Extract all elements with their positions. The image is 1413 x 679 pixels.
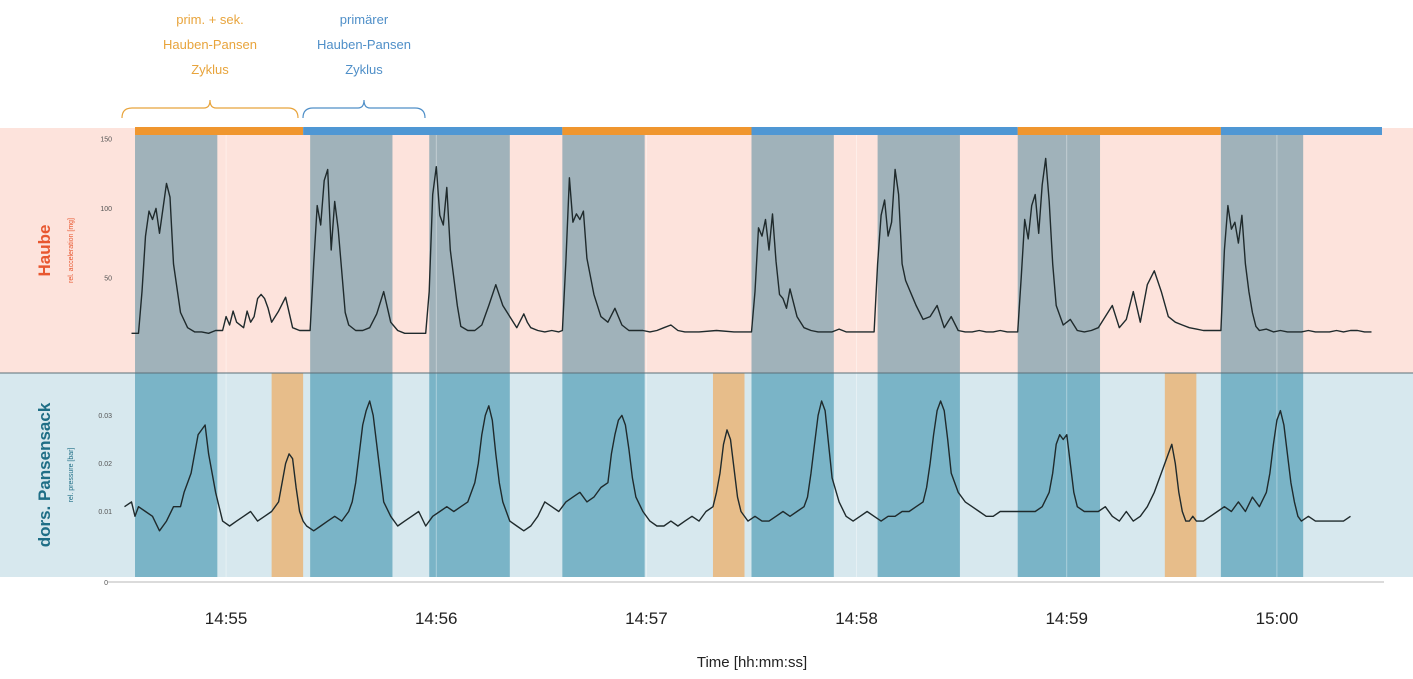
- panel-title: dors. Pansensack: [35, 402, 54, 547]
- contraction-band: [429, 373, 510, 577]
- x-tick-label: 14:55: [205, 609, 248, 628]
- contraction-band: [1220, 128, 1304, 373]
- annotation-text: Zyklus: [191, 62, 229, 77]
- cycle-bar-segment: [135, 127, 304, 135]
- contraction-band: [877, 373, 960, 577]
- panel-1: 0.01 0.02 0.03 dors. Pansensack rel. pressur…: [0, 373, 1413, 577]
- y-tick-label: 150: [100, 136, 112, 143]
- contraction-band: [1220, 373, 1304, 577]
- contraction-band: [751, 128, 834, 373]
- cycle-bar-segment: [1017, 127, 1221, 135]
- cycle-bar: [135, 127, 1382, 135]
- y-tick-label: 0.02: [98, 461, 112, 468]
- cycle-bar-segment: [751, 127, 1018, 135]
- annotation-1: primärer Hauben-Pansen Zyklus: [302, 12, 426, 119]
- secondary-contraction-band: [271, 373, 304, 577]
- annotation-brace: [302, 99, 426, 119]
- y-tick-label: 50: [104, 275, 112, 282]
- panel-0: 50 100 150 Haube rel. acceleration [mg]: [0, 128, 1413, 373]
- y-axis-label: rel. pressure [bar]: [68, 448, 75, 503]
- x-tick-label: 14:59: [1045, 609, 1088, 628]
- x-tick-label: 14:58: [835, 609, 878, 628]
- series-line: [124, 400, 1351, 532]
- contraction-band: [310, 373, 393, 577]
- contraction-band: [562, 128, 645, 373]
- annotation-text: prim. + sek.: [176, 12, 244, 27]
- x-tick-label: 14:57: [625, 609, 668, 628]
- y-tick-label: 100: [100, 206, 112, 213]
- contraction-band: [429, 128, 510, 373]
- annotation-0: prim. + sek. Hauben-Pansen Zyklus: [121, 12, 299, 119]
- y-tick-label: 0.03: [98, 413, 112, 420]
- x-axis: 0 14:55 14:56 14:57 14:58 14:59 15:00 Time [hh:…: [104, 580, 1384, 671]
- annotation-text: Zyklus: [345, 62, 383, 77]
- panel-background: [0, 128, 1413, 373]
- x-tick-label: 15:00: [1256, 609, 1299, 628]
- annotation-text: Hauben-Pansen: [163, 37, 257, 52]
- contraction-band: [877, 128, 960, 373]
- y-axis-label: rel. acceleration [mg]: [68, 218, 75, 283]
- contraction-band: [135, 373, 218, 577]
- cycle-bar-segment: [303, 127, 563, 135]
- x-tick-label: 14:56: [415, 609, 458, 628]
- panel-title: Haube: [35, 225, 54, 277]
- annotation-text: Hauben-Pansen: [317, 37, 411, 52]
- y-tick-label: 0.01: [98, 509, 112, 516]
- cycle-bar-segment: [562, 127, 752, 135]
- secondary-contraction-band: [1164, 373, 1197, 577]
- contraction-band: [562, 373, 645, 577]
- cycle-bar-segment: [1220, 127, 1382, 135]
- contraction-band: [310, 128, 393, 373]
- contraction-band: [1017, 373, 1101, 577]
- x-axis-origin-label: 0: [104, 580, 108, 587]
- series-line: [131, 157, 1372, 334]
- contraction-band: [135, 128, 218, 373]
- annotation-brace: [121, 99, 299, 119]
- x-axis-label: Time [hh:mm:ss]: [697, 654, 807, 671]
- secondary-contraction-band: [712, 373, 745, 577]
- annotation-text: primärer: [340, 12, 389, 27]
- contraction-band: [1017, 128, 1101, 373]
